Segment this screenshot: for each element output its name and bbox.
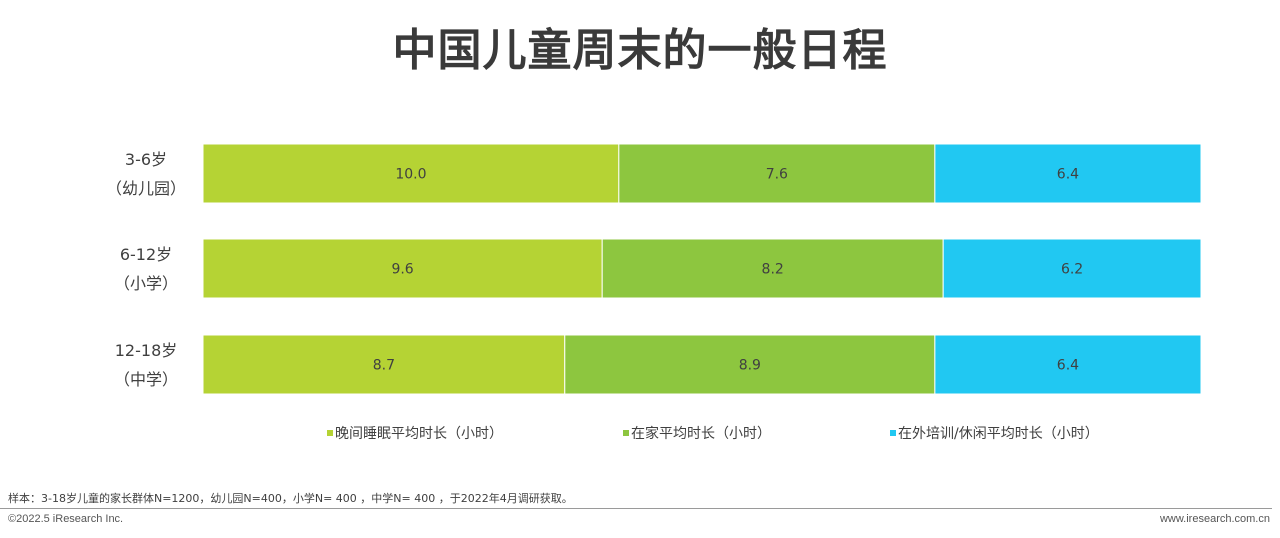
data-label-2-0: 8.7 bbox=[373, 358, 395, 374]
footer-divider bbox=[0, 508, 1272, 509]
legend-item-sleep: 晚间睡眠平均时长（小时） bbox=[327, 423, 503, 443]
legend-swatch-outside bbox=[890, 430, 896, 436]
legend-swatch-sleep bbox=[327, 430, 333, 436]
data-label-0-2: 6.4 bbox=[1057, 167, 1079, 183]
bar-segment-2-2 bbox=[934, 334, 1202, 395]
data-label-1-1: 8.2 bbox=[762, 262, 784, 278]
data-label-1-2: 6.2 bbox=[1061, 262, 1083, 278]
legend-item-home: 在家平均时长（小时） bbox=[623, 423, 771, 443]
legend-label-sleep: 晚间睡眠平均时长（小时） bbox=[335, 426, 503, 442]
data-label-1-0: 9.6 bbox=[391, 262, 413, 278]
sample-note: 样本：3-18岁儿童的家长群体N=1200，幼儿园N=400，小学N= 400 … bbox=[8, 492, 573, 505]
stacked-bar-chart: 10.0 7.6 6.4 3-6岁 （幼儿园） 9.6 8.2 6.2 6-12岁 （小学） 8.7… bbox=[106, 143, 1202, 395]
copyright-text: ©2022.5 iResearch Inc. bbox=[8, 513, 124, 525]
data-label-0-1: 7.6 bbox=[766, 167, 788, 183]
category-label-2-line2: （中学） bbox=[114, 370, 178, 389]
legend-label-outside: 在外培训/休闲平均时长（小时） bbox=[898, 426, 1099, 442]
bar-segment-0-1 bbox=[618, 143, 936, 204]
category-label-1-line2: （小学） bbox=[114, 274, 178, 293]
category-label-0-line1: 3-6岁 bbox=[125, 150, 167, 169]
bar-segment-2-0 bbox=[202, 334, 566, 395]
chart-legend: 晚间睡眠平均时长（小时） 在家平均时长（小时） 在外培训/休闲平均时长（小时） bbox=[0, 423, 1280, 443]
legend-swatch-home bbox=[623, 430, 629, 436]
data-label-2-2: 6.4 bbox=[1057, 358, 1079, 374]
legend-label-home: 在家平均时长（小时） bbox=[631, 426, 771, 442]
bar-segment-2-1 bbox=[564, 334, 936, 395]
category-label-2-line1: 12-18岁 bbox=[115, 341, 178, 360]
bar-segment-0-2 bbox=[934, 143, 1202, 204]
website-link[interactable]: www.iresearch.com.cn bbox=[1159, 513, 1270, 525]
legend-item-outside: 在外培训/休闲平均时长（小时） bbox=[890, 423, 1099, 443]
category-label-1-line1: 6-12岁 bbox=[120, 245, 172, 264]
bar-segment-1-1 bbox=[601, 238, 944, 299]
data-label-2-1: 8.9 bbox=[739, 358, 761, 374]
bar-segment-1-2 bbox=[942, 238, 1202, 299]
page-title: 中国儿童周末的一般日程 bbox=[392, 25, 888, 76]
data-label-0-0: 10.0 bbox=[395, 167, 426, 183]
bar-segment-1-0 bbox=[202, 238, 603, 299]
category-label-0-line2: （幼儿园） bbox=[106, 179, 186, 198]
bar-segment-0-0 bbox=[202, 143, 620, 204]
